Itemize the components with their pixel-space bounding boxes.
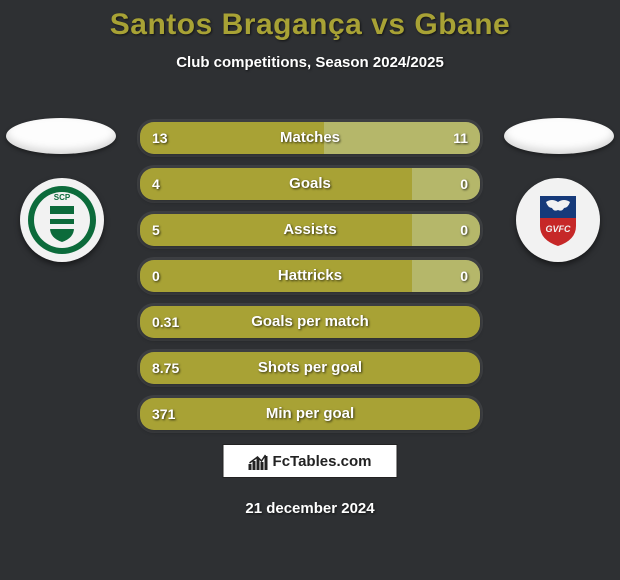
stat-value-left: 0 — [152, 260, 160, 292]
club-badge-right: GVFC — [516, 178, 600, 262]
stat-row: Min per goal371 — [140, 398, 480, 430]
player-head-left — [6, 118, 116, 154]
page-title: Santos Bragança vs Gbane — [0, 0, 620, 42]
sporting-crest-icon: SCP — [20, 178, 104, 262]
date-text: 21 december 2024 — [0, 500, 620, 517]
stat-row: Matches13 11 — [140, 122, 480, 154]
stat-value-right: 11 — [453, 122, 468, 154]
player-head-right — [504, 118, 614, 154]
stat-row: Shots per goal8.75 — [140, 352, 480, 384]
svg-text:SCP: SCP — [54, 193, 71, 202]
stat-row: Goals per match0.31 — [140, 306, 480, 338]
stat-value-left: 4 — [152, 168, 160, 200]
stat-value-left: 5 — [152, 214, 160, 246]
brand-box: FcTables.com — [223, 444, 398, 478]
gilvicente-crest-icon: GVFC — [516, 178, 600, 262]
stat-label: Matches — [140, 122, 480, 154]
stat-label: Min per goal — [140, 398, 480, 430]
stat-value-left: 13 — [152, 122, 168, 154]
stat-label: Hattricks — [140, 260, 480, 292]
stat-value-left: 0.31 — [152, 306, 179, 338]
stat-value-right: 0 — [460, 260, 468, 292]
subtitle: Club competitions, Season 2024/2025 — [0, 54, 620, 71]
stat-label: Goals — [140, 168, 480, 200]
stat-row: Assists5 0 — [140, 214, 480, 246]
brand-text: FcTables.com — [273, 453, 372, 470]
stat-value-left: 8.75 — [152, 352, 179, 384]
stat-label: Shots per goal — [140, 352, 480, 384]
stat-value-right: 0 — [460, 214, 468, 246]
stats-comparison: Matches1311Goals40Assists50Hattricks00Go… — [140, 122, 480, 444]
stat-label: Assists — [140, 214, 480, 246]
club-badge-left: SCP — [20, 178, 104, 262]
svg-text:GVFC: GVFC — [545, 224, 571, 234]
stat-row: Goals4 0 — [140, 168, 480, 200]
brand-chart-icon — [249, 452, 269, 470]
stat-value-left: 371 — [152, 398, 175, 430]
stat-row: Hattricks0 0 — [140, 260, 480, 292]
stat-value-right: 0 — [460, 168, 468, 200]
stat-label: Goals per match — [140, 306, 480, 338]
